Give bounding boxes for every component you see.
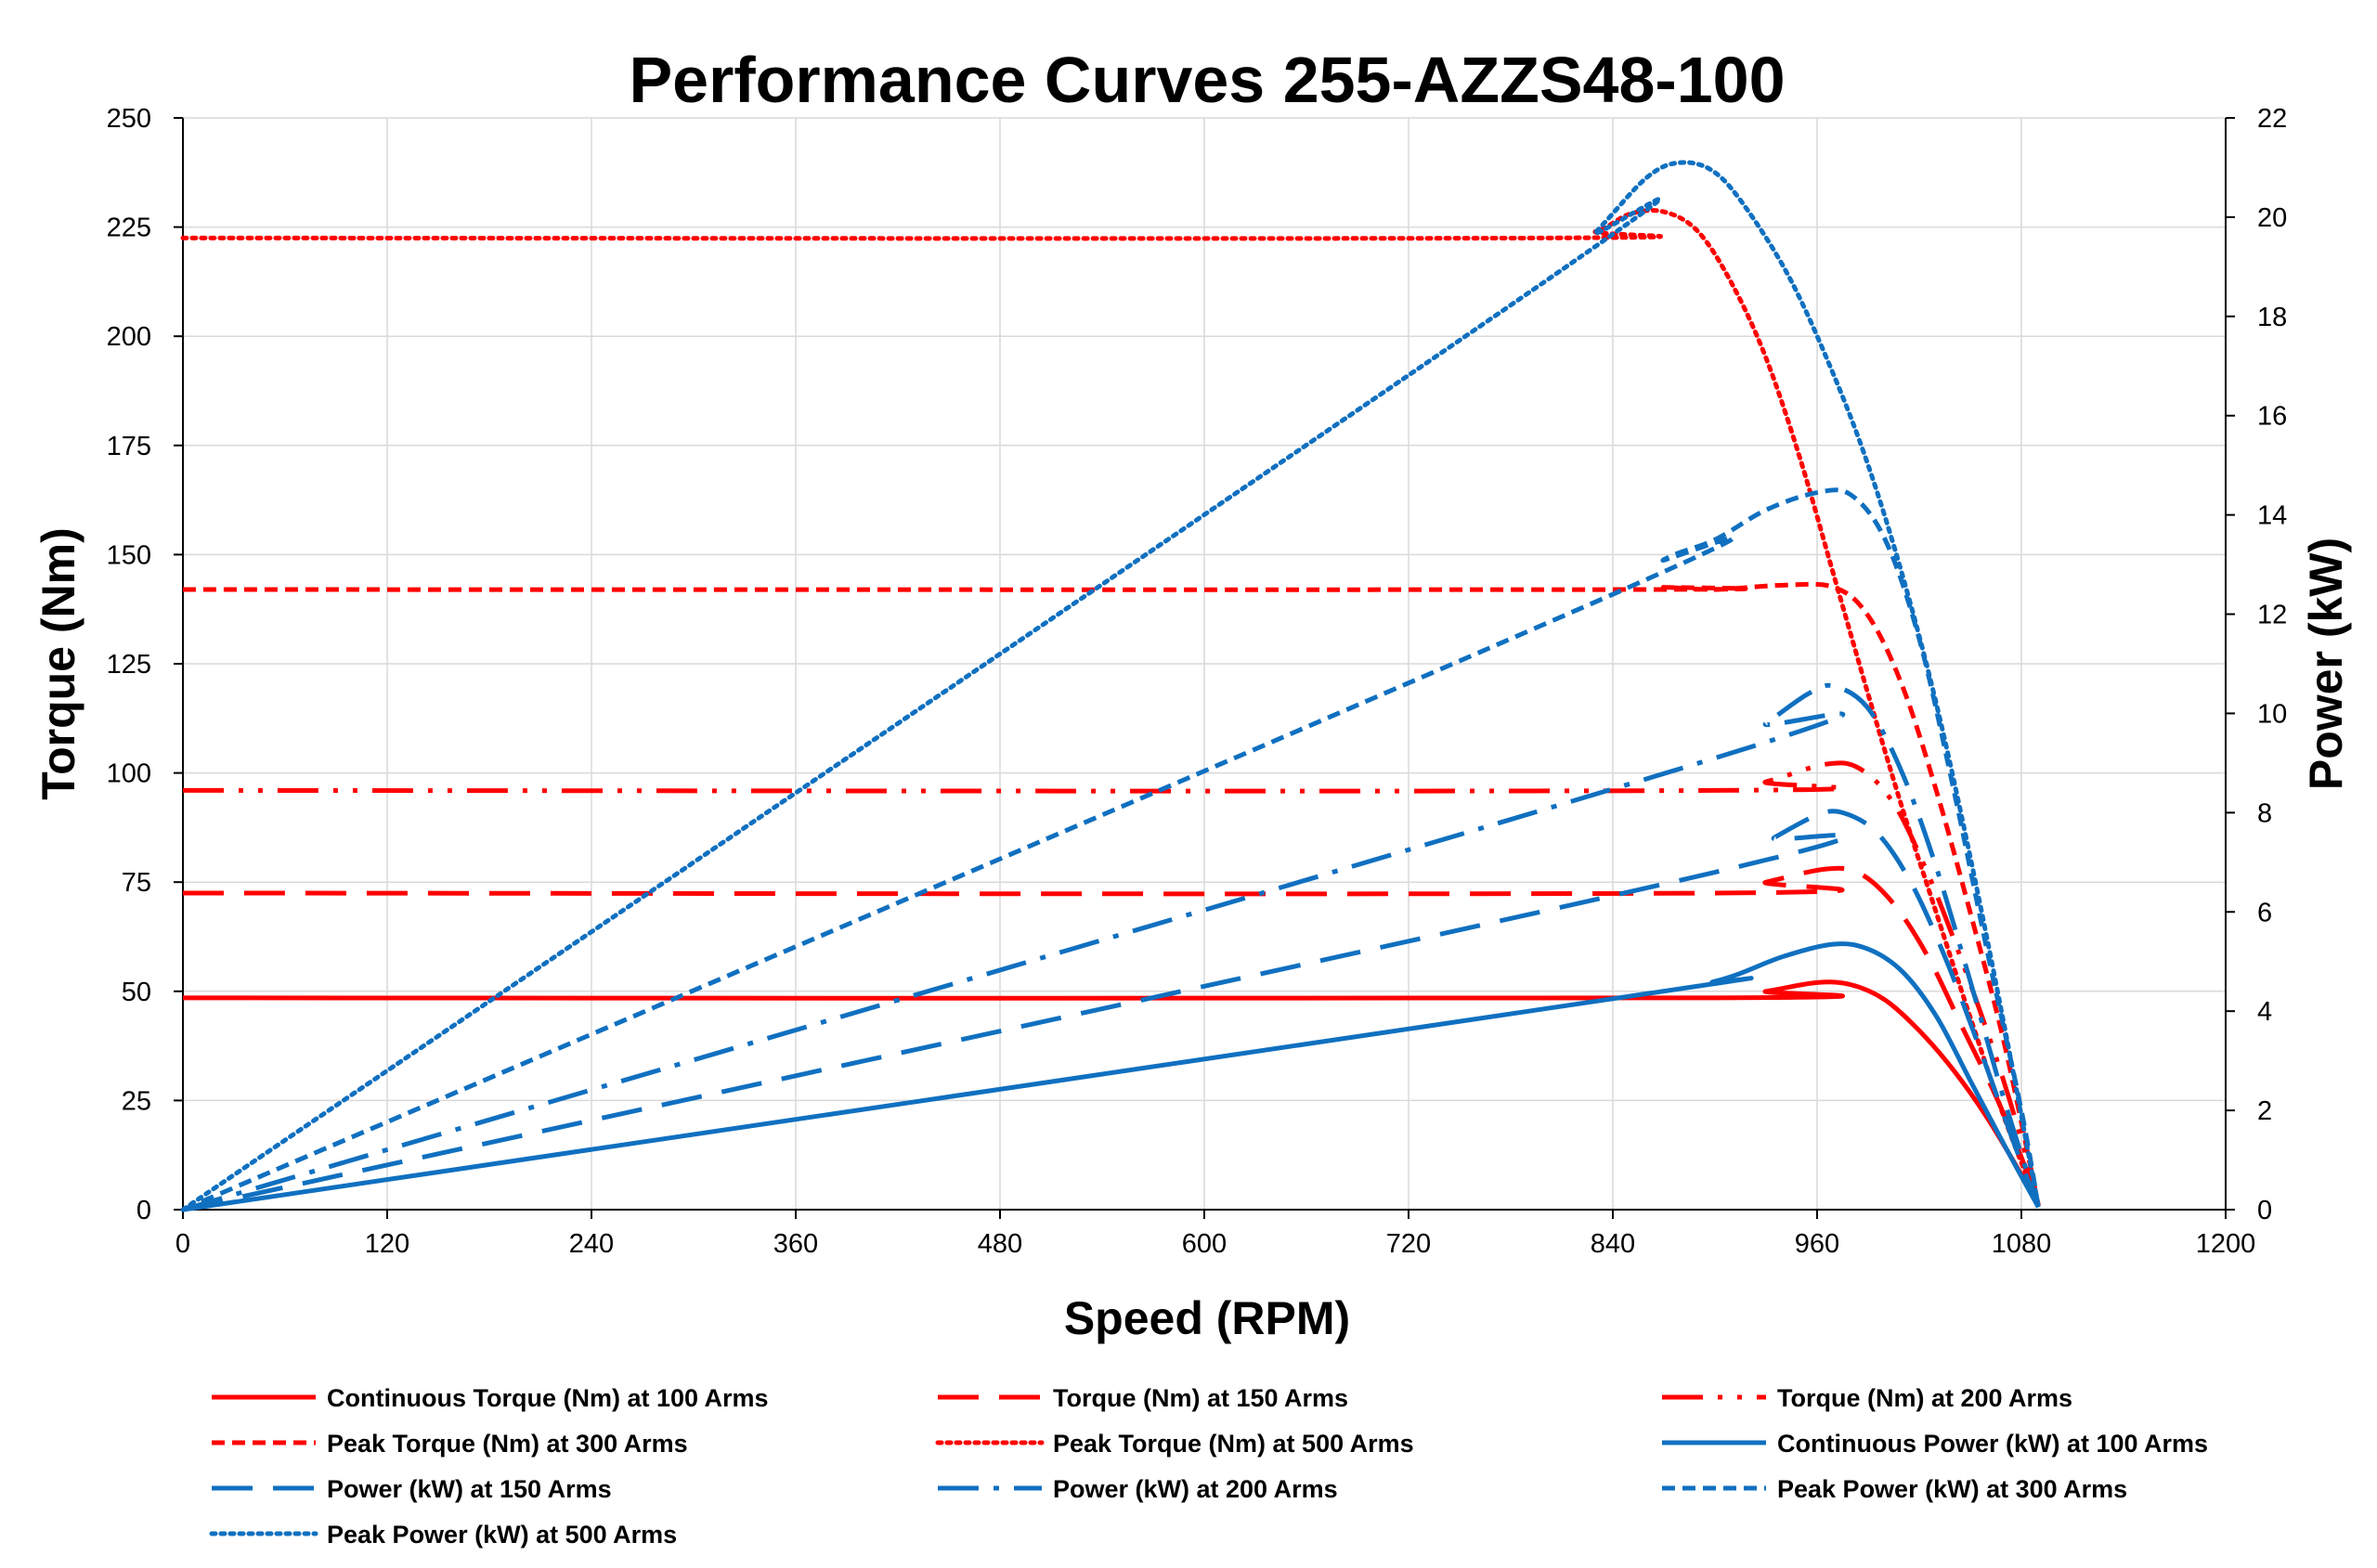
legend-label: Power (kW) at 150 Arms: [327, 1475, 612, 1503]
y-tick-label-left: 250: [107, 104, 151, 134]
legend: Continuous Torque (Nm) at 100 Arms Torque…: [209, 1384, 2208, 1549]
y-tick-label-right: 14: [2257, 501, 2287, 531]
y-tick-label-right: 18: [2257, 303, 2287, 332]
legend-label: Torque (Nm) at 200 Arms: [1777, 1384, 2072, 1412]
y-tick-label-right: 12: [2257, 601, 2287, 630]
legend-item: Power (kW) at 150 Arms: [212, 1475, 612, 1503]
y-axis-title-left: Torque (Nm): [32, 527, 84, 799]
legend-label: Power (kW) at 200 Arms: [1053, 1475, 1338, 1503]
y-tick-label-right: 10: [2257, 699, 2287, 729]
series-line-peak-torque-nm-at-500-arms: [180, 208, 2041, 1208]
legend-item: Peak Torque (Nm) at 300 Arms: [212, 1430, 688, 1458]
x-tick-label: 600: [1182, 1229, 1227, 1259]
legend-item: Peak Power (kW) at 500 Arms: [209, 1521, 677, 1549]
series-line-continuous-torque-nm-at-100-arms: [182, 979, 2041, 1207]
legend-item: Continuous Power (kW) at 100 Arms: [1662, 1430, 2208, 1458]
y-tick-label-right: 8: [2257, 798, 2272, 828]
series-line-torque-nm-at-200-arms: [182, 760, 2041, 1206]
y-tick-label-left: 200: [107, 322, 151, 352]
x-tick-label: 1200: [2196, 1229, 2256, 1259]
y-tick-label-right: 2: [2257, 1096, 2272, 1126]
x-axis-title: Speed (RPM): [1064, 1292, 1350, 1344]
x-tick-label: 720: [1386, 1229, 1431, 1259]
legend-label: Peak Torque (Nm) at 300 Arms: [327, 1430, 688, 1458]
y-tick-label-right: 22: [2257, 104, 2287, 134]
legend-label: Continuous Power (kW) at 100 Arms: [1777, 1430, 2208, 1458]
series-line-power-kw-at-200-arms: [182, 682, 2041, 1212]
y-tick-label-right: 6: [2257, 898, 2272, 927]
y-tick-label-left: 50: [122, 978, 151, 1007]
y-tick-label-left: 100: [107, 759, 151, 789]
y-tick-label-left: 175: [107, 432, 151, 461]
legend-label: Torque (Nm) at 150 Arms: [1053, 1384, 1348, 1412]
series-lines: [180, 160, 2041, 1212]
chart-title: Performance Curves 255-AZZS48-100: [629, 44, 1785, 116]
y-tick-label-left: 125: [107, 650, 151, 680]
y-axis-title-right: Power (kW): [2300, 538, 2352, 790]
legend-label: Continuous Torque (Nm) at 100 Arms: [327, 1384, 769, 1412]
series-line-peak-power-kw-at-300-arms: [182, 487, 2041, 1212]
series-line-power-kw-at-150-arms: [182, 809, 2041, 1212]
y-tick-label-left: 150: [107, 540, 151, 570]
legend-item: Peak Torque (Nm) at 500 Arms: [935, 1430, 1414, 1458]
series-line-torque-nm-at-150-arms: [182, 865, 2041, 1207]
x-tick-label: 960: [1795, 1229, 1839, 1259]
legend-label: Peak Power (kW) at 500 Arms: [327, 1521, 677, 1549]
axes: 0 120 240 360 480 600 720 840 960 1080 12000255075…: [107, 104, 2288, 1259]
series-line-continuous-power-kw-at-100-arms: [182, 941, 2041, 1212]
x-tick-label: 120: [365, 1229, 409, 1259]
y-tick-label-left: 225: [107, 214, 151, 243]
y-tick-label-left: 0: [136, 1196, 151, 1225]
x-tick-label: 480: [978, 1229, 1022, 1259]
y-tick-label-right: 20: [2257, 203, 2287, 233]
series-line-peak-torque-nm-at-300-arms: [182, 581, 2041, 1206]
x-tick-label: 0: [175, 1229, 190, 1259]
legend-item: Torque (Nm) at 200 Arms: [1662, 1384, 2072, 1412]
legend-label: Peak Power (kW) at 300 Arms: [1777, 1475, 2127, 1503]
x-tick-label: 360: [773, 1229, 818, 1259]
legend-item: Peak Power (kW) at 300 Arms: [1662, 1475, 2127, 1503]
legend-label: Peak Torque (Nm) at 500 Arms: [1053, 1430, 1414, 1458]
y-tick-label-left: 75: [122, 868, 151, 898]
y-tick-label-right: 16: [2257, 402, 2287, 432]
y-tick-label-left: 25: [122, 1086, 151, 1116]
series-line-peak-power-kw-at-500-arms: [180, 160, 2041, 1212]
legend-item: Continuous Torque (Nm) at 100 Arms: [212, 1384, 769, 1412]
y-tick-label-right: 4: [2257, 997, 2272, 1027]
y-tick-label-right: 0: [2257, 1196, 2272, 1225]
x-tick-label: 840: [1591, 1229, 1635, 1259]
legend-item: Torque (Nm) at 150 Arms: [938, 1384, 1348, 1412]
x-tick-label: 1080: [1992, 1229, 2052, 1259]
legend-item: Power (kW) at 200 Arms: [938, 1475, 1338, 1503]
x-tick-label: 240: [569, 1229, 614, 1259]
